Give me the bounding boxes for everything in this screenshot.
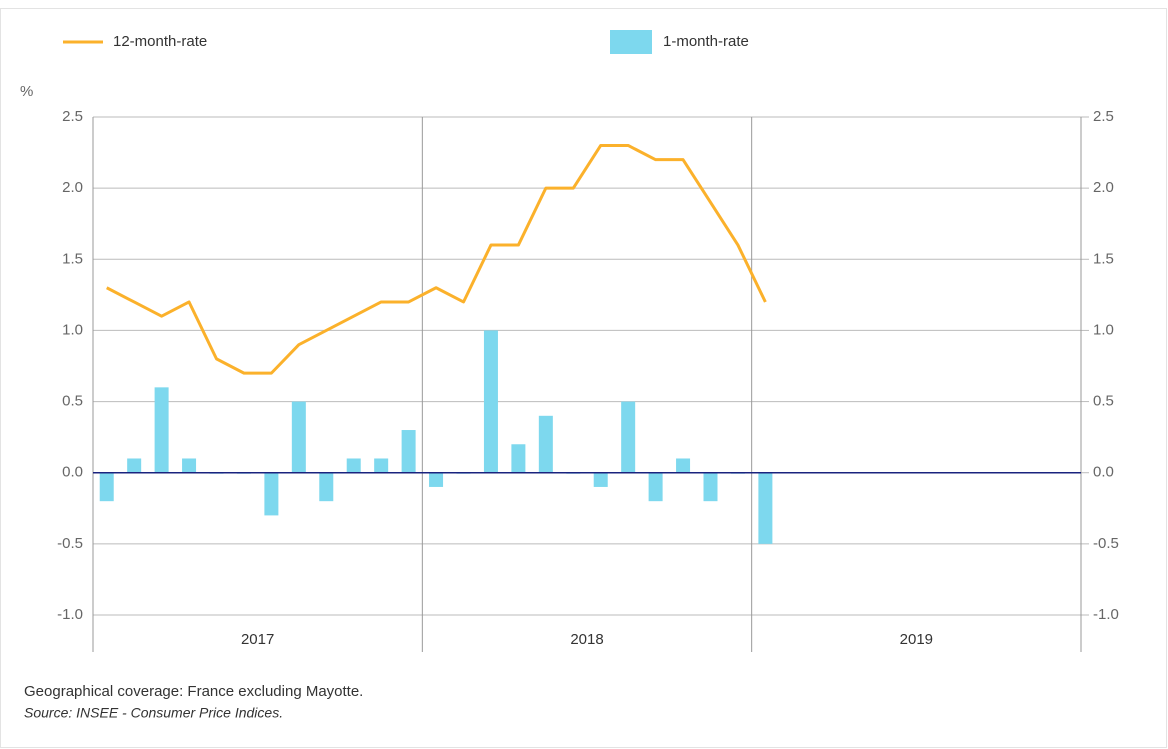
bar <box>319 472 334 502</box>
y2-tick-label: 2.0 <box>1093 179 1114 196</box>
bar <box>621 401 636 473</box>
x-year-label: 2018 <box>570 631 603 648</box>
y2-tick-label: -1.0 <box>1093 606 1119 623</box>
y-tick-label: 0.0 <box>62 464 83 481</box>
bar <box>648 472 663 502</box>
y-tick-label: 1.0 <box>62 321 83 338</box>
frame <box>0 8 1167 748</box>
bar <box>99 472 114 502</box>
bar <box>593 472 608 487</box>
y2-tick-label: 1.5 <box>1093 250 1114 267</box>
bar <box>703 472 718 502</box>
line <box>106 143 767 375</box>
x-year-label: 2017 <box>241 631 274 648</box>
y-tick-label: 0.5 <box>62 393 83 410</box>
legend-label: 12-month-rate <box>113 33 207 50</box>
bar <box>401 430 416 473</box>
bar <box>483 330 498 473</box>
bar <box>346 458 361 473</box>
y-tick-label: 1.5 <box>62 250 83 267</box>
bar <box>758 472 773 544</box>
bar <box>374 458 389 473</box>
bar <box>676 458 691 473</box>
y-tick-label: -1.0 <box>57 606 83 623</box>
bar <box>264 472 279 516</box>
bar <box>291 401 306 473</box>
legend-swatch <box>610 30 652 54</box>
bar <box>538 415 553 473</box>
bar <box>154 387 169 473</box>
source-note: Source: INSEE - Consumer Price Indices. <box>24 705 283 721</box>
bar <box>127 458 142 473</box>
y2-tick-label: 2.5 <box>1093 108 1114 125</box>
y2-tick-label: -0.5 <box>1093 535 1119 552</box>
coverage-note: Geographical coverage: France excluding … <box>24 683 363 700</box>
x-year-label: 2019 <box>900 631 933 648</box>
y-unit: % <box>20 83 33 100</box>
y-tick-label: 2.0 <box>62 179 83 196</box>
y2-tick-label: 1.0 <box>1093 321 1114 338</box>
y2-tick-label: 0.5 <box>1093 393 1114 410</box>
y2-tick-label: 0.0 <box>1093 464 1114 481</box>
y-tick-label: 2.5 <box>62 108 83 125</box>
bar <box>429 472 444 487</box>
y-tick-label: -0.5 <box>57 535 83 552</box>
legend-label: 1-month-rate <box>663 33 749 50</box>
bar <box>511 444 526 473</box>
bar <box>182 458 197 473</box>
